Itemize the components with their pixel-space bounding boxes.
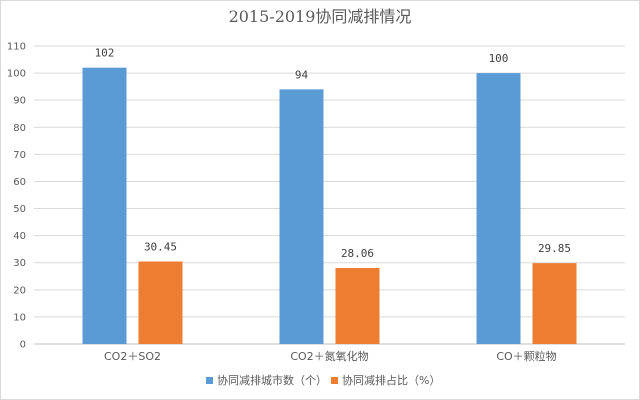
y-tick-label: 70 [13,150,26,161]
y-tick-label: 110 [7,42,26,53]
bar-cities [476,73,521,344]
data-label-cities: 94 [295,68,309,81]
y-tick-label: 10 [13,312,26,323]
bar-cities [82,67,127,344]
bar-share [532,263,577,344]
data-label-share: 28.06 [341,247,374,260]
bar-cities [279,89,324,344]
y-tick-label: 0 [20,340,26,351]
x-axis-categories: CO2＋SO2 CO2＋氮氧化物 CO＋颗粒物 [104,349,557,363]
data-label-share: 30.45 [144,241,177,254]
legend: 协同减排城市数（个） 协同减排占比（%） [206,373,440,387]
y-tick-label: 100 [7,69,26,80]
y-tick-label: 80 [13,123,26,134]
y-tick-label: 30 [13,258,26,269]
legend-swatch-share [331,377,338,384]
y-axis-ticks: 0 10 20 30 40 50 60 70 80 90 100 110 [7,42,26,351]
gridlines [34,45,625,345]
data-label-cities: 102 [95,47,115,60]
y-tick-label: 40 [13,231,26,242]
x-category-label: CO＋颗粒物 [496,349,556,363]
bar-share [138,261,183,344]
y-tick-label: 90 [13,96,26,107]
bars [82,67,577,344]
y-tick-label: 60 [13,177,26,188]
legend-label-cities: 协同减排城市数（个） [217,373,327,387]
bar-share [335,267,380,344]
legend-swatch-cities [206,377,213,384]
x-category-label: CO2＋SO2 [104,350,161,363]
data-label-cities: 100 [489,52,509,65]
y-tick-label: 20 [13,285,26,296]
y-tick-label: 50 [13,204,26,215]
data-labels: 102 30.45 94 28.06 100 29.85 [95,47,572,260]
data-label-share: 29.85 [538,242,571,255]
x-category-label: CO2＋氮氧化物 [290,349,368,363]
chart-title: 2015-2019协同减排情况 [229,7,412,26]
legend-label-share: 协同减排占比（%） [342,373,440,387]
